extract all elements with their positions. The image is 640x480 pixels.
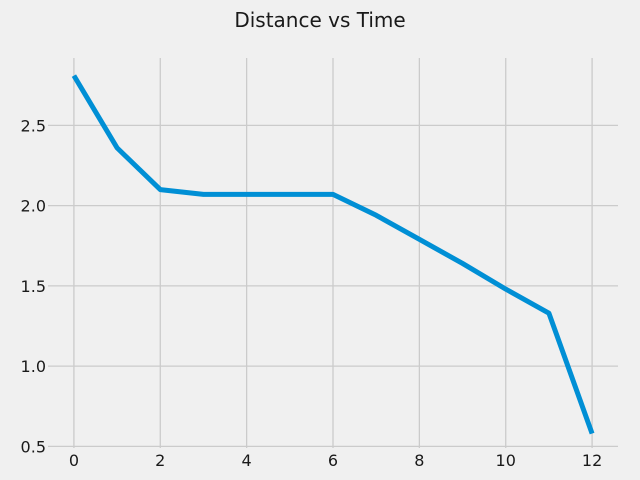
x-tick-label: 6 bbox=[328, 451, 338, 470]
data-point bbox=[71, 73, 76, 78]
data-point bbox=[201, 192, 206, 197]
data-point bbox=[503, 287, 508, 292]
x-tick-label: 10 bbox=[496, 451, 516, 470]
series-line bbox=[71, 74, 595, 435]
data-point bbox=[158, 187, 163, 192]
y-tick-label: 1.5 bbox=[21, 277, 46, 296]
chart-title: Distance vs Time bbox=[234, 8, 405, 32]
data-point bbox=[546, 311, 551, 316]
data-point bbox=[331, 192, 336, 197]
y-tick-label: 0.5 bbox=[21, 437, 46, 456]
data-point bbox=[287, 192, 292, 197]
x-tick-label: 2 bbox=[155, 451, 165, 470]
data-point bbox=[417, 237, 422, 242]
y-tick-label: 1.0 bbox=[21, 357, 46, 376]
series-layer bbox=[71, 73, 595, 436]
data-point bbox=[590, 431, 595, 436]
tick-labels: 0 2 4 6 8 10 12 0.5 1.0 1.5 2.0 2.5 bbox=[21, 116, 603, 470]
data-point bbox=[374, 213, 379, 218]
y-tick-label: 2.5 bbox=[21, 116, 46, 135]
x-tick-label: 0 bbox=[69, 451, 79, 470]
data-point bbox=[244, 192, 249, 197]
data-point bbox=[115, 145, 120, 150]
y-tick-label: 2.0 bbox=[21, 197, 46, 216]
x-tick-label: 12 bbox=[582, 451, 602, 470]
data-point bbox=[460, 261, 465, 266]
grid-layer bbox=[48, 58, 618, 448]
x-tick-label: 4 bbox=[242, 451, 252, 470]
x-tick-label: 8 bbox=[414, 451, 424, 470]
